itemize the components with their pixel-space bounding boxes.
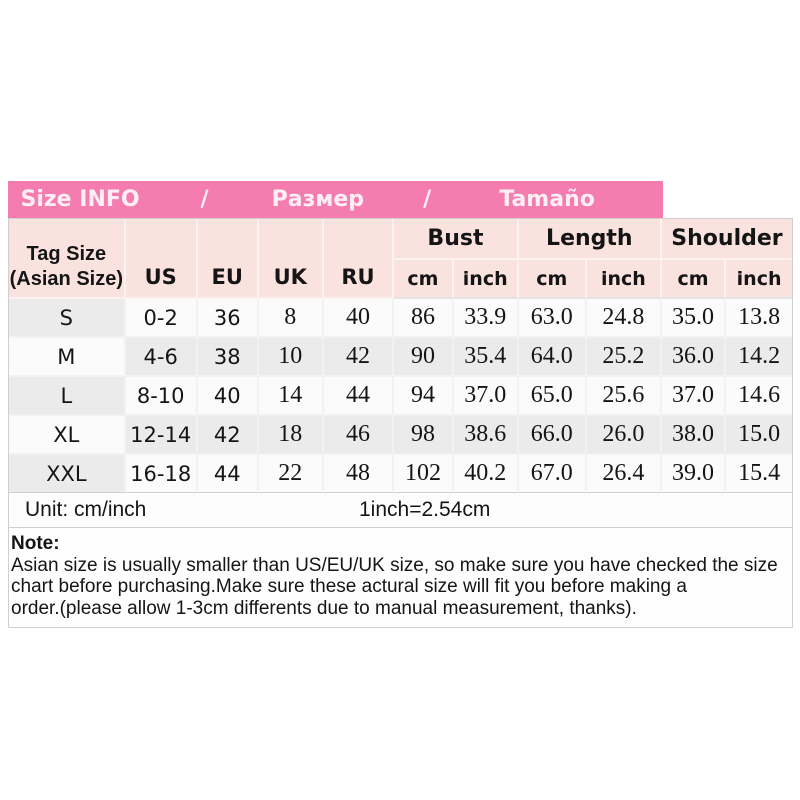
unit-label: Unit: cm/inch — [25, 498, 147, 521]
header-tag-size-line1: Tag Size — [26, 243, 107, 265]
unit-row: Unit: cm/inch 1inch=2.54cm — [9, 493, 792, 528]
size-value-cell: 42 — [197, 416, 259, 455]
size-value-cell: 44 — [197, 455, 259, 493]
size-value-cell: 42 — [323, 338, 395, 377]
size-value-cell: 10 — [258, 338, 324, 377]
size-value-cell: 40 — [197, 377, 259, 416]
header-length-cm: cm — [518, 260, 587, 299]
note-cell: Note: Asian size is usually smaller than… — [9, 528, 792, 627]
header-length: Length — [518, 219, 662, 260]
size-value-cell: 67.0 — [518, 455, 587, 493]
size-value-cell: 25.2 — [586, 338, 662, 377]
size-value-cell: 35.4 — [453, 338, 519, 377]
size-value-cell: 8 — [258, 299, 324, 338]
title-slash-1: / — [200, 187, 209, 212]
size-value-cell: 25.6 — [586, 377, 662, 416]
size-value-cell: 63.0 — [518, 299, 587, 338]
header-row-groups: Tag Size (Asian Size) US EU UK RU Bust L… — [9, 219, 792, 299]
size-value-cell: 35.0 — [661, 299, 727, 338]
size-value-cell: 38 — [197, 338, 259, 377]
size-value-cell: 14.6 — [726, 377, 792, 416]
size-value-cell: 46 — [323, 416, 395, 455]
table-row-xl: XL 12-14 42 18 46 98 38.6 66.0 26.0 38.0… — [9, 416, 792, 455]
header-bust: Bust — [394, 219, 519, 260]
header-length-inch: inch — [586, 260, 662, 299]
size-value-cell: 22 — [258, 455, 324, 493]
table-row-l: L 8-10 40 14 44 94 37.0 65.0 25.6 37.0 1… — [9, 377, 792, 416]
title-slash-2: / — [423, 187, 432, 212]
size-value-cell: 36.0 — [661, 338, 727, 377]
header-tag-size-line2: (Asian Size) — [9, 268, 123, 290]
note-line: chart before purchasing.Make sure these … — [11, 576, 687, 597]
size-table: Tag Size (Asian Size) US EU UK RU Bust L… — [9, 219, 792, 627]
inch-conversion-label: 1inch=2.54cm — [359, 498, 491, 521]
size-value-cell: 36 — [197, 299, 259, 338]
size-value-cell: 65.0 — [518, 377, 587, 416]
header-eu: EU — [197, 219, 259, 299]
title-tamano: Tamaño — [499, 187, 595, 212]
size-value-cell: 86 — [394, 299, 454, 338]
size-value-cell: 24.8 — [586, 299, 662, 338]
header-shoulder-cm: cm — [661, 260, 727, 299]
header-uk: UK — [258, 219, 324, 299]
header-tag-size: Tag Size (Asian Size) — [9, 219, 126, 299]
size-value-cell: 15.4 — [726, 455, 792, 493]
size-value-cell: 102 — [394, 455, 454, 493]
header-shoulder-inch: inch — [726, 260, 792, 299]
header-bust-cm: cm — [394, 260, 454, 299]
size-value-cell: 26.4 — [586, 455, 662, 493]
row-tag: XL — [9, 416, 126, 455]
title-size-info: Size INFO — [20, 187, 140, 212]
row-tag: M — [9, 338, 126, 377]
note-line: Asian size is usually smaller than US/EU… — [11, 554, 778, 576]
row-tag: S — [9, 299, 126, 338]
size-value-cell: 16-18 — [125, 455, 198, 493]
size-value-cell: 18 — [258, 416, 324, 455]
size-value-cell: 40.2 — [453, 455, 519, 493]
size-value-cell: 12-14 — [125, 416, 198, 455]
header-row-units: cm inch cm inch cm inch — [9, 260, 792, 299]
size-value-cell: 0-2 — [125, 299, 198, 338]
size-value-cell: 38.6 — [453, 416, 519, 455]
size-value-cell: 48 — [323, 455, 395, 493]
size-value-cell: 66.0 — [518, 416, 587, 455]
size-value-cell: 13.8 — [726, 299, 792, 338]
size-value-cell: 39.0 — [661, 455, 727, 493]
size-value-cell: 94 — [394, 377, 454, 416]
row-tag: L — [9, 377, 126, 416]
header-ru: RU — [323, 219, 395, 299]
note-row: Note: Asian size is usually smaller than… — [9, 528, 792, 627]
table-row-s: S 0-2 36 8 40 86 33.9 63.0 24.8 35.0 13.… — [9, 299, 792, 338]
size-value-cell: 4-6 — [125, 338, 198, 377]
size-value-cell: 44 — [323, 377, 395, 416]
size-value-cell: 38.0 — [661, 416, 727, 455]
header-us: US — [125, 219, 198, 299]
note-line: order.(please allow 1-3cm differents due… — [11, 597, 637, 619]
size-value-cell: 37.0 — [453, 377, 519, 416]
unit-cell: Unit: cm/inch 1inch=2.54cm — [9, 493, 792, 528]
table-row-xxl: XXL 16-18 44 22 48 102 40.2 67.0 26.4 39… — [9, 455, 792, 493]
size-table-wrapper: Tag Size (Asian Size) US EU UK RU Bust L… — [8, 218, 793, 628]
table-row-m: M 4-6 38 10 42 90 35.4 64.0 25.2 36.0 14… — [9, 338, 792, 377]
size-value-cell: 90 — [394, 338, 454, 377]
note-title: Note: — [11, 533, 60, 554]
size-value-cell: 33.9 — [453, 299, 519, 338]
size-value-cell: 15.0 — [726, 416, 792, 455]
size-value-cell: 14.2 — [726, 338, 792, 377]
size-value-cell: 64.0 — [518, 338, 587, 377]
header-bust-inch: inch — [453, 260, 519, 299]
size-info-title-bar: Size INFO / Размер / Tamaño — [8, 181, 663, 218]
size-value-cell: 40 — [323, 299, 395, 338]
row-tag: XXL — [9, 455, 126, 493]
size-value-cell: 14 — [258, 377, 324, 416]
size-value-cell: 37.0 — [661, 377, 727, 416]
title-razmer: Размер — [271, 187, 365, 212]
size-value-cell: 8-10 — [125, 377, 198, 416]
size-value-cell: 98 — [394, 416, 454, 455]
header-shoulder: Shoulder — [661, 219, 792, 260]
size-value-cell: 26.0 — [586, 416, 662, 455]
